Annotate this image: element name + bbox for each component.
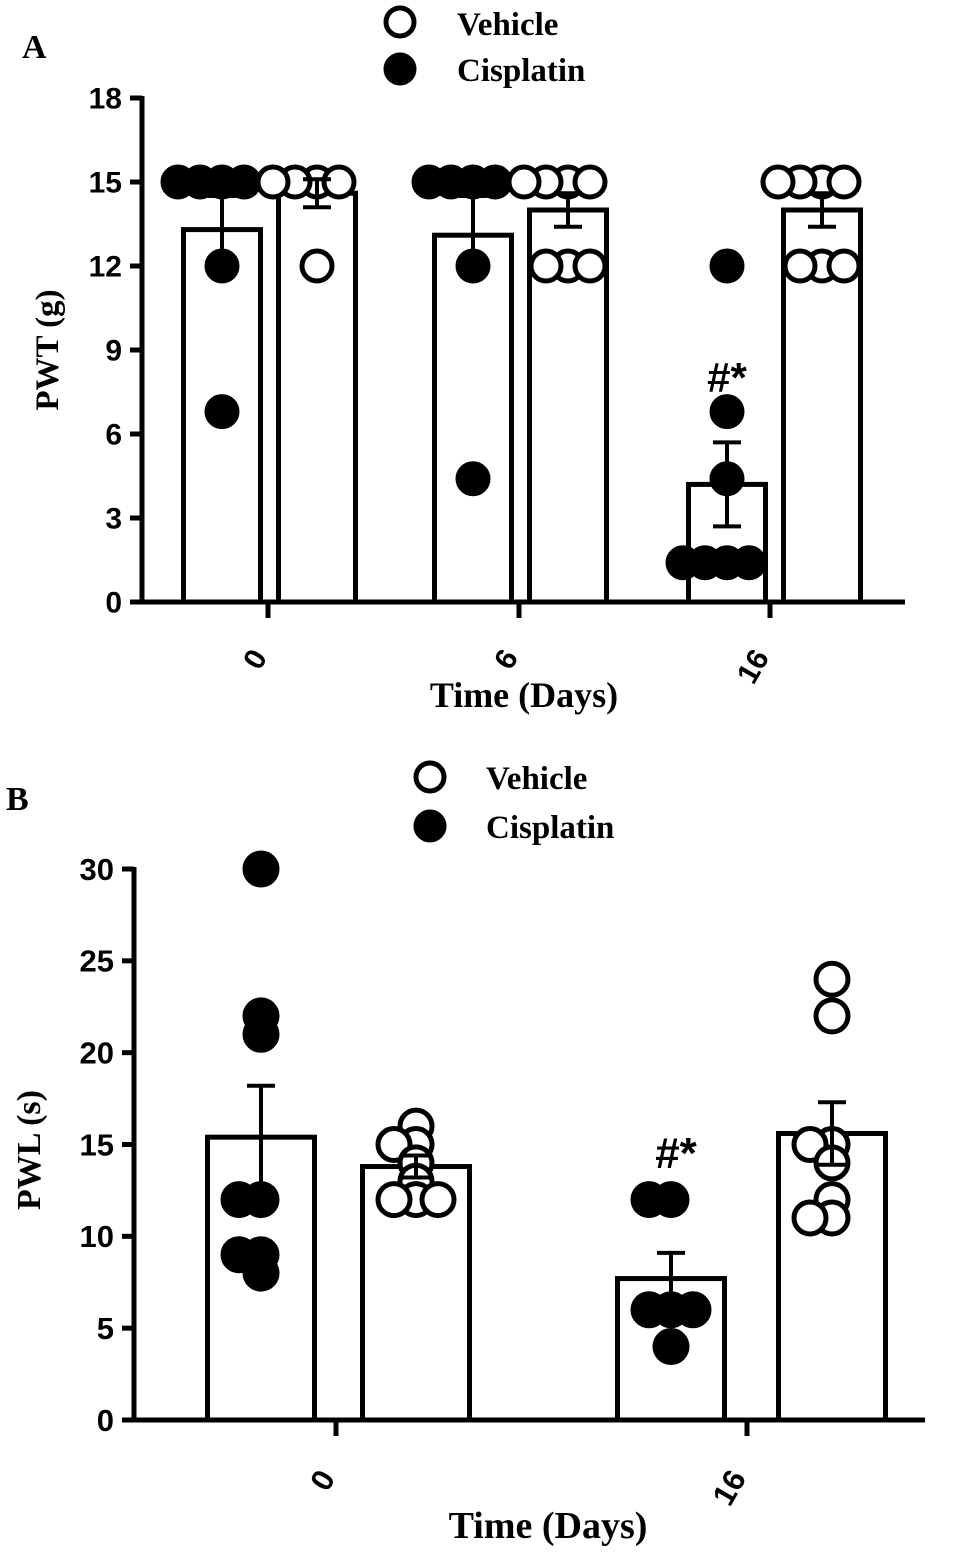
data-point-vehicle	[255, 164, 291, 200]
y-tick-label: 15	[80, 1127, 114, 1162]
significance-annotation: #*	[707, 354, 747, 401]
data-point-cisplatin	[477, 164, 513, 200]
y-axis-title: PWL (s)	[11, 1090, 48, 1210]
significance-annotation: #*	[655, 1129, 697, 1178]
legend-label-vehicle: Vehicle	[457, 7, 558, 43]
data-point-cisplatin	[665, 545, 701, 581]
data-point-cisplatin	[674, 1291, 712, 1329]
x-tick-label: 16	[731, 644, 776, 689]
data-point-cisplatin	[455, 461, 491, 497]
data-point-cisplatin	[226, 164, 262, 200]
y-tick-label: 30	[80, 852, 114, 887]
data-point-vehicle	[826, 164, 862, 200]
data-point-vehicle	[375, 1181, 413, 1219]
data-point-vehicle	[572, 248, 608, 284]
data-point-vehicle	[813, 960, 851, 998]
data-point-vehicle	[506, 164, 542, 200]
legend-label-vehicle: Vehicle	[486, 761, 587, 797]
data-point-cisplatin	[630, 1291, 668, 1329]
data-point-vehicle	[826, 248, 862, 284]
data-point-cisplatin	[242, 1015, 280, 1053]
data-point-cisplatin	[709, 248, 745, 284]
bar-cisplatin-day-6	[432, 232, 514, 605]
data-point-vehicle	[528, 248, 564, 284]
legend-marker-vehicle	[383, 5, 417, 39]
x-tick-label: 0	[303, 1464, 342, 1496]
panel-letter: A	[22, 29, 47, 66]
data-point-cisplatin	[242, 850, 280, 888]
data-point-vehicle	[419, 1181, 457, 1219]
x-tick-label: 0	[237, 644, 274, 675]
data-point-cisplatin	[204, 394, 240, 430]
data-point-cisplatin	[652, 1328, 690, 1366]
y-axis-title: PWT (g)	[30, 289, 66, 410]
y-tick-label: 0	[105, 587, 122, 620]
y-tick-label: 0	[97, 1403, 114, 1438]
legend-label-cisplatin: Cisplatin	[486, 810, 614, 846]
y-tick-label: 3	[105, 503, 122, 536]
data-point-cisplatin	[411, 164, 447, 200]
y-tick-label: 9	[105, 335, 122, 368]
data-point-vehicle	[572, 164, 608, 200]
y-tick-label: 18	[89, 83, 122, 116]
data-point-cisplatin	[160, 164, 196, 200]
y-tick-label: 12	[89, 251, 122, 284]
panel-letter: B	[6, 781, 29, 818]
data-point-cisplatin	[630, 1181, 668, 1219]
x-tick-label: 6	[488, 644, 525, 675]
legend-marker-cisplatin	[383, 52, 417, 86]
y-tick-label: 25	[80, 944, 114, 979]
legend-marker-vehicle	[413, 760, 447, 794]
data-point-cisplatin	[709, 394, 745, 430]
y-tick-label: 5	[97, 1311, 114, 1346]
data-point-cisplatin	[242, 1254, 280, 1292]
data-point-vehicle	[760, 164, 796, 200]
data-point-vehicle	[321, 164, 357, 200]
y-tick-label: 20	[80, 1036, 114, 1071]
x-axis-title: Time (Days)	[449, 1505, 648, 1547]
data-point-cisplatin	[731, 545, 767, 581]
x-tick-label: 16	[706, 1464, 754, 1511]
y-tick-label: 15	[89, 167, 122, 200]
data-point-vehicle	[299, 248, 335, 284]
data-point-vehicle	[813, 997, 851, 1035]
y-tick-label: 6	[105, 419, 122, 452]
legend-marker-cisplatin	[413, 809, 447, 843]
data-point-vehicle	[782, 248, 818, 284]
data-point-cisplatin	[220, 1181, 258, 1219]
legend-label-cisplatin: Cisplatin	[457, 53, 585, 89]
x-axis-title: Time (Days)	[430, 675, 618, 715]
y-tick-label: 10	[80, 1219, 114, 1254]
data-point-vehicle	[791, 1199, 829, 1237]
